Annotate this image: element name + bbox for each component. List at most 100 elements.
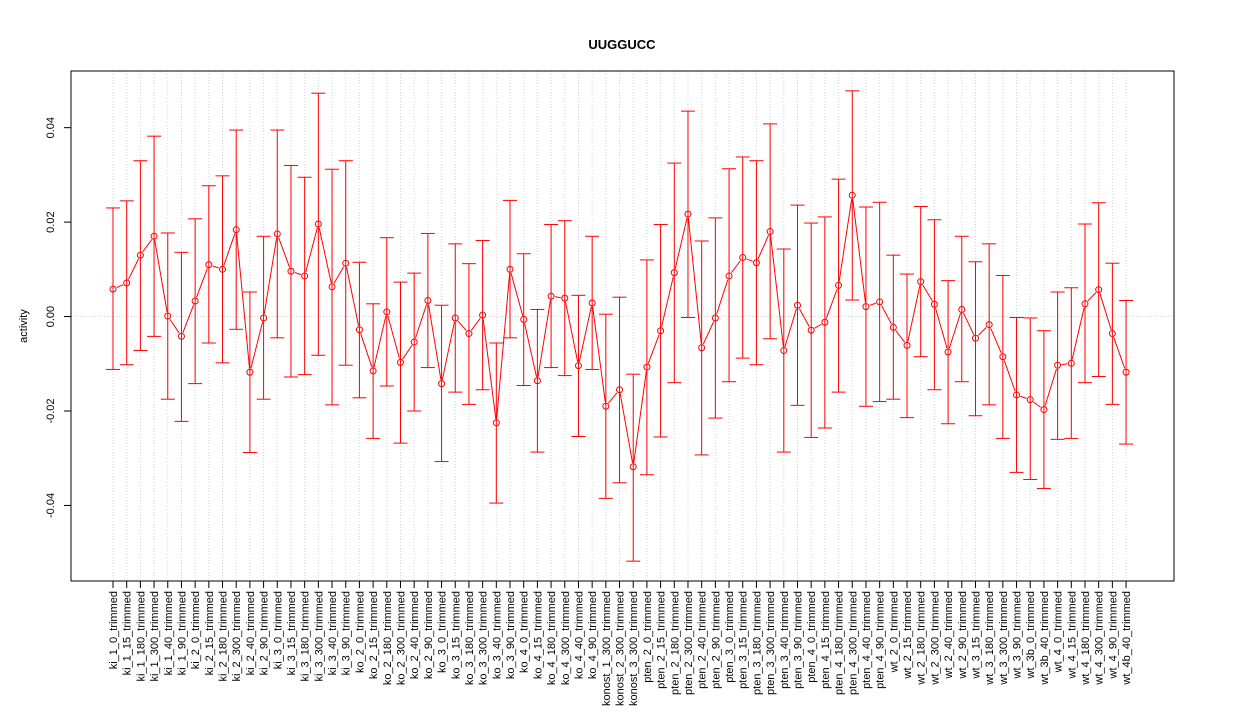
data-point xyxy=(629,463,637,471)
x-tick-label: ko_2_15_trimmed xyxy=(368,591,380,679)
data-point xyxy=(533,377,541,385)
data-point xyxy=(711,314,719,322)
series-line-segment xyxy=(457,320,467,331)
x-tick-label: pten_4_90_trimmed xyxy=(875,591,887,689)
data-point xyxy=(725,272,733,280)
data-point xyxy=(232,226,240,234)
data-point xyxy=(1095,286,1103,294)
series-line-segment xyxy=(608,392,618,404)
series-line-segment xyxy=(661,276,674,327)
data-point xyxy=(889,323,897,331)
series-line-segment xyxy=(414,304,428,339)
series-line-segment xyxy=(554,296,561,299)
data-point xyxy=(657,327,665,335)
x-tick-label: pten_4_40_trimmed xyxy=(861,591,873,689)
series-line-segment xyxy=(770,235,784,347)
series-line-segment xyxy=(825,288,838,319)
series-line-segment xyxy=(922,284,933,302)
series-line-segment xyxy=(294,272,302,276)
x-tick-label: wt_4_300_trimmed xyxy=(1094,591,1106,686)
data-point xyxy=(438,380,446,388)
x-tick-label: ko_4_15_trimmed xyxy=(532,591,544,679)
data-point xyxy=(191,297,199,305)
x-tick-label: ki_1_0_trimmed xyxy=(108,591,120,669)
x-tick-label: wt_3b_40_trimmed xyxy=(1039,591,1051,686)
data-point xyxy=(205,261,213,269)
series-line-segment xyxy=(236,233,251,369)
x-tick-label: ki_3_180_trimmed xyxy=(300,591,312,682)
data-point xyxy=(862,303,870,311)
x-tick-label: wt_2_40_trimmed xyxy=(943,591,955,679)
x-tick-label: ki_3_15_trimmed xyxy=(286,591,298,675)
data-point xyxy=(698,344,706,352)
series-line-segment xyxy=(346,267,360,326)
x-tick-label: ko_4_0_trimmed xyxy=(519,591,531,673)
x-axis: ki_1_0_trimmed ki_1_15_trimmed ki_1_180_tr… xyxy=(108,581,1133,706)
y-axis: -0.04 -0.02 0.00 0.02 0.04 xyxy=(45,117,71,518)
data-point xyxy=(848,191,856,199)
data-point xyxy=(1122,368,1130,376)
series-line-segment xyxy=(182,304,195,333)
x-tick-label: pten_2_180_trimmed xyxy=(669,591,681,695)
series-line-segment xyxy=(619,393,634,463)
x-tick-label: ki_2_180_trimmed xyxy=(218,591,230,682)
x-tick-label: ko_4_180_trimmed xyxy=(546,591,558,685)
series-line-segment xyxy=(731,260,741,274)
x-tick-label: pten_4_180_trimmed xyxy=(834,591,846,695)
series-line-segment xyxy=(196,268,208,298)
x-tick-label: pten_3_15_trimmed xyxy=(738,591,750,689)
series-line-segment xyxy=(895,330,905,343)
data-point xyxy=(917,278,925,286)
series-line-segment xyxy=(496,273,511,419)
series-line-segment xyxy=(746,258,753,262)
data-point xyxy=(177,332,185,340)
series-line-segment xyxy=(977,327,987,336)
data-point xyxy=(506,265,514,273)
chart-title: UUGGUCC xyxy=(588,37,656,52)
data-point xyxy=(821,318,829,326)
x-tick-label: pten_2_15_trimmed xyxy=(656,591,668,689)
data-point xyxy=(1081,300,1089,308)
data-point xyxy=(1026,396,1034,404)
x-tick-label: ko_4_300_trimmed xyxy=(560,591,572,685)
data-point xyxy=(355,326,363,334)
series-line-segment xyxy=(428,304,442,380)
series-line-segment xyxy=(702,321,715,345)
x-tick-label: pten_4_0_trimmed xyxy=(806,591,818,683)
x-tick-label: pten_3_300_trimmed xyxy=(765,591,777,695)
x-tick-label: wt_4b_40_trimmed xyxy=(1121,591,1133,686)
series-line-segment xyxy=(647,334,660,364)
series-line-segment xyxy=(402,345,413,360)
x-tick-label: wt_4_15_trimmed xyxy=(1066,591,1078,679)
x-tick-label: wt_2_90_trimmed xyxy=(957,591,969,679)
x-tick-label: ki_1_180_trimmed xyxy=(135,591,147,682)
data-point xyxy=(999,353,1007,361)
x-tick-label: pten_3_90_trimmed xyxy=(793,591,805,689)
series-line-segment xyxy=(128,258,140,280)
series-line-segment xyxy=(524,323,538,377)
data-point xyxy=(314,220,322,228)
data-point xyxy=(424,297,432,304)
series-line-segment xyxy=(212,265,219,269)
x-tick-label: wt_2_300_trimmed xyxy=(929,591,941,686)
data-point xyxy=(1040,406,1048,414)
x-tick-label: pten_2_300_trimmed xyxy=(683,591,695,695)
series-line-segment xyxy=(1003,360,1016,392)
series-line-segment xyxy=(592,306,606,403)
x-tick-label: ki_2_40_trimmed xyxy=(245,591,257,675)
data-point xyxy=(123,279,131,287)
series-line-segment xyxy=(1071,307,1085,360)
series-line-segment xyxy=(142,239,153,253)
series-line-segment xyxy=(116,284,124,288)
series-line-segment xyxy=(470,318,481,331)
data-point xyxy=(766,228,774,236)
data-point xyxy=(561,294,569,302)
series-line-segment xyxy=(1044,368,1057,406)
data-point xyxy=(588,299,596,307)
data-point xyxy=(903,341,911,349)
x-tick-label: wt_3_90_trimmed xyxy=(1012,591,1024,679)
series-line-segment xyxy=(223,233,236,266)
series-line-segment xyxy=(674,217,688,269)
plot-frame xyxy=(70,70,1175,582)
x-tick-label: ki_3_300_trimmed xyxy=(313,591,325,682)
